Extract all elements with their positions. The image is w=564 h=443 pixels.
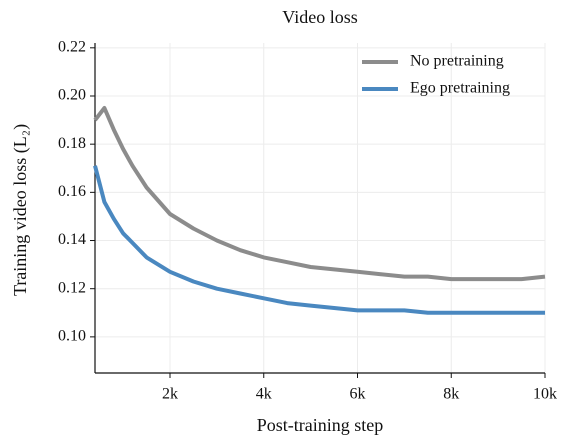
y-tick-label: 0.16 xyxy=(58,183,86,200)
legend-label: No pretraining xyxy=(410,53,504,70)
y-axis-label: Training video loss (L₂) xyxy=(10,124,31,296)
y-tick-label: 0.14 xyxy=(58,231,86,248)
chart-title: Video loss xyxy=(282,7,357,27)
y-tick-label: 0.12 xyxy=(58,279,86,296)
x-tick-label: 10k xyxy=(533,386,557,403)
line-series xyxy=(93,165,545,315)
y-tick-label: 0.22 xyxy=(58,38,86,55)
legend-label: Ego pretraining xyxy=(410,80,510,97)
x-tick-label: 2k xyxy=(162,386,178,403)
x-tick-label: 8k xyxy=(443,386,459,403)
y-tick-label: 0.18 xyxy=(58,135,86,152)
x-axis-label: Post-training step xyxy=(257,415,384,435)
y-tick-label: 0.10 xyxy=(58,328,86,345)
y-tick-label: 0.20 xyxy=(58,87,86,104)
line-series xyxy=(93,106,546,282)
x-tick-label: 6k xyxy=(350,386,366,403)
x-tick-label: 4k xyxy=(256,386,272,403)
